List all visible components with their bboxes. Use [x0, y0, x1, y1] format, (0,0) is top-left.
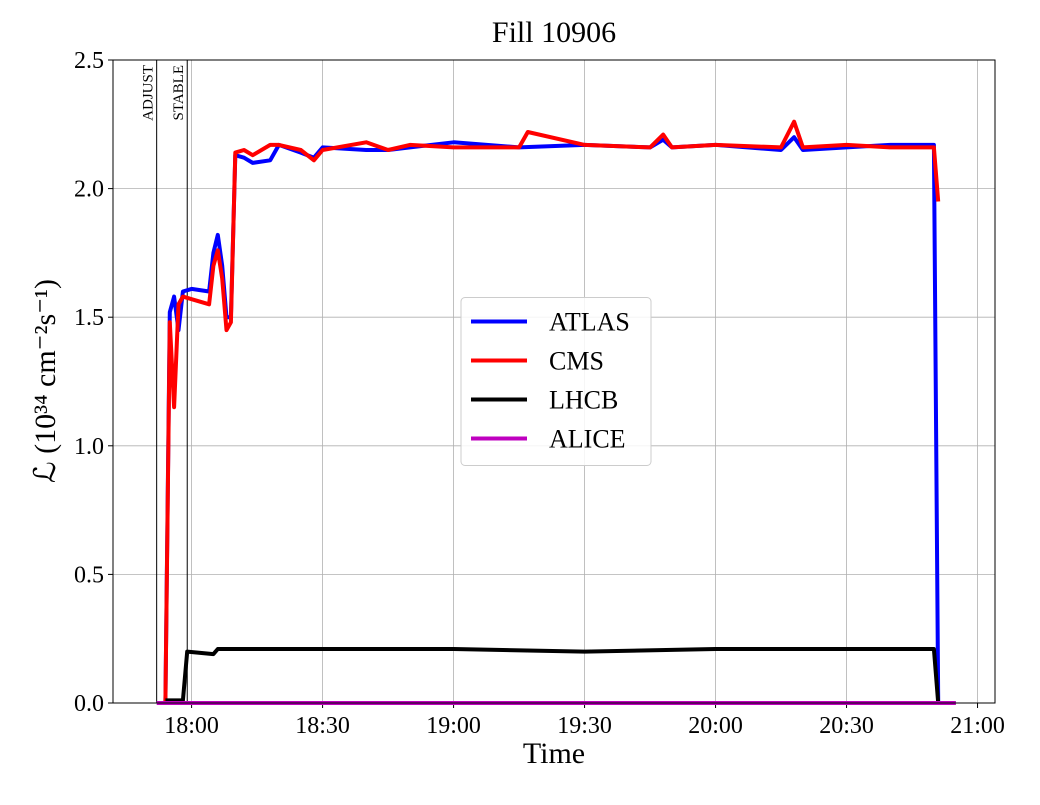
annotation-label: ADJUST: [141, 65, 157, 121]
legend-label: CMS: [549, 347, 604, 376]
legend-label: LHCB: [549, 386, 618, 415]
y-tick-label: 2.5: [74, 48, 104, 74]
x-tick-label: 19:00: [426, 713, 481, 739]
y-tick-label: 1.0: [74, 434, 104, 460]
plot-frame: [112, 59, 996, 704]
x-tick-label: 20:30: [819, 713, 874, 739]
y-tick-label: 0.0: [74, 691, 104, 717]
legend-label: ALICE: [549, 425, 626, 454]
y-tick-label: 0.5: [74, 562, 104, 588]
y-tick-label: 1.5: [74, 305, 104, 331]
legend-box: [460, 297, 652, 466]
x-tick-label: 20:00: [688, 713, 743, 739]
annotation-label: STABLE: [171, 65, 187, 120]
x-axis-label: Time: [523, 737, 585, 770]
chart-title: Fill 10906: [492, 16, 616, 49]
x-tick-label: 19:30: [557, 713, 612, 739]
y-axis-label: ℒ (10³⁴ cm⁻²s⁻¹): [29, 279, 62, 483]
x-tick-label: 21:00: [950, 713, 1005, 739]
y-tick-label: 2.0: [74, 177, 104, 203]
legend: ATLAS CMS LHCB ALICE: [460, 297, 652, 466]
x-tick-label: 18:00: [164, 713, 219, 739]
data-line: [163, 119, 941, 704]
legend-label: ATLAS: [549, 308, 630, 337]
x-tick-label: 18:30: [295, 713, 350, 739]
data-line: [165, 647, 956, 705]
